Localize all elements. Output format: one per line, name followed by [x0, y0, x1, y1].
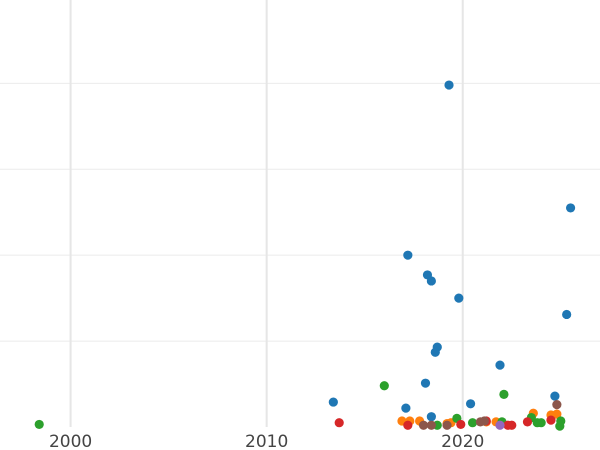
data-point [479, 416, 489, 426]
data-point [555, 421, 565, 431]
data-point [430, 347, 440, 357]
x-tick-label-2020: 2020 [441, 432, 484, 450]
data-point [552, 409, 562, 419]
data-point [522, 417, 533, 427]
x-tick-label-2010: 2010 [245, 432, 288, 450]
data-point [442, 420, 452, 430]
data-point [552, 400, 562, 410]
data-point [426, 412, 436, 422]
data-point [536, 418, 546, 428]
data-point [34, 419, 44, 430]
data-point [467, 418, 478, 428]
data-point [328, 397, 338, 407]
x-axis-ticks: 2000 2010 2020 [49, 432, 484, 450]
data-point [403, 250, 413, 260]
data-point [565, 203, 576, 213]
data-point [426, 420, 436, 430]
x-tick-label-2000: 2000 [49, 432, 92, 450]
data-point [499, 389, 509, 399]
data-point [546, 415, 556, 425]
data-point [418, 420, 429, 430]
data-point [403, 420, 413, 430]
data-point [495, 420, 505, 430]
data-point [334, 418, 344, 428]
data-point [562, 309, 572, 320]
data-point [420, 378, 431, 388]
data-point [401, 403, 411, 413]
data-point [454, 293, 464, 303]
data-point [444, 80, 454, 90]
data-point [507, 420, 517, 430]
data-point [550, 391, 560, 401]
data-points [34, 80, 576, 431]
data-point [456, 419, 466, 430]
data-point [465, 399, 476, 409]
gridlines [0, 0, 600, 427]
data-point [426, 276, 436, 286]
data-point [379, 381, 389, 391]
data-point [495, 360, 505, 370]
